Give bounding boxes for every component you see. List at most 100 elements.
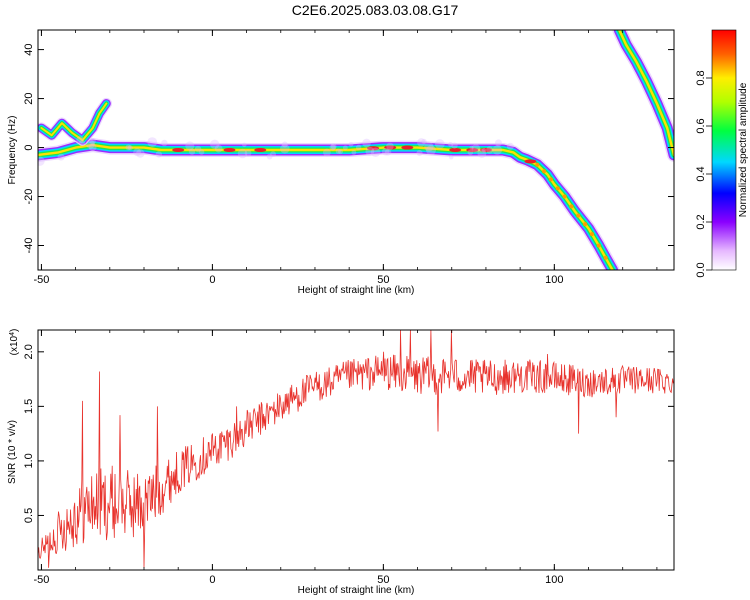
- halo: [348, 141, 354, 147]
- spectrogram-panel: -50 0 50 100 40 20 0 -20 -40 Height of straight…: [7, 29, 675, 296]
- halo: [57, 153, 65, 161]
- halo: [188, 148, 196, 155]
- y-tick-label: 0: [23, 144, 35, 150]
- halo: [434, 139, 445, 149]
- snr-multiplier: (x104): [9, 329, 21, 356]
- halo: [155, 151, 163, 158]
- halo: [486, 146, 494, 154]
- halo: [477, 149, 487, 158]
- colorbar-tick-label: 0.2: [695, 214, 707, 229]
- y-tick-label: 2.0: [23, 344, 35, 359]
- halo: [127, 145, 133, 151]
- amplitude-dot: [589, 232, 594, 237]
- amplitude-dot: [576, 213, 581, 218]
- halo: [147, 137, 158, 148]
- colorbar-gradient: [711, 29, 737, 271]
- y-tick-label: 0.5: [23, 508, 35, 523]
- amplitude-dot: [562, 194, 567, 199]
- spectrogram-x-ticks: -50 0 50 100: [33, 30, 658, 286]
- snr-frame: [37, 329, 675, 571]
- amplitude-peak: [223, 148, 236, 152]
- halo: [494, 139, 502, 147]
- snr-panel: -50 0 50 100 0.5 1.0 1.5 2.0 Height of straigh…: [7, 329, 675, 596]
- amplitude-dot: [535, 162, 540, 167]
- halo: [417, 138, 426, 147]
- halo: [76, 136, 84, 144]
- halo: [198, 149, 205, 155]
- x-tick-label: 0: [209, 574, 215, 586]
- colorbar-tick-label: 0.8: [695, 70, 707, 85]
- chart-title: C2E6.2025.083.03.08.G17: [292, 2, 459, 18]
- amplitude-peak: [367, 146, 380, 151]
- halo: [210, 139, 220, 150]
- colorbar-ticks: 0.0 0.2 0.4 0.6 0.8: [695, 70, 712, 278]
- trace-ascending-upper: [612, 30, 674, 162]
- halo: [89, 137, 96, 145]
- halo: [448, 142, 454, 148]
- spectrogram-frame: [37, 29, 675, 271]
- trace-early-scatter: [38, 97, 113, 146]
- halo: [469, 145, 474, 150]
- halo: [280, 143, 290, 154]
- x-tick-label: 100: [545, 274, 563, 286]
- amplitude-peak: [449, 148, 462, 152]
- trace-main: [38, 138, 620, 270]
- y-tick-label: 1.5: [23, 399, 35, 414]
- y-tick-label: 40: [23, 43, 35, 55]
- spectrogram-traces: [38, 30, 674, 270]
- amplitude-peak: [524, 159, 537, 164]
- colorbar-label: Normalized spectral amplitude: [738, 82, 749, 217]
- halo: [342, 145, 348, 151]
- halo: [449, 155, 454, 160]
- colorbar-tick-label: 0.6: [695, 118, 707, 133]
- halo: [161, 139, 168, 147]
- colorbar-tick-label: 0.4: [695, 166, 707, 181]
- halo: [88, 143, 97, 152]
- halo: [214, 144, 223, 153]
- halo: [185, 141, 195, 151]
- x-tick-label: 0: [209, 274, 215, 286]
- halo: [194, 145, 202, 153]
- x-tick-label: 50: [377, 274, 389, 286]
- spectrogram-y-label: Frequency (Hz): [7, 116, 18, 185]
- x-tick-label: -50: [33, 574, 49, 586]
- halo: [329, 144, 336, 151]
- colorbar: 0.0 0.2 0.4 0.6 0.8 Normalized spectral ampl…: [695, 29, 749, 278]
- halo: [78, 140, 86, 147]
- halo: [467, 149, 474, 156]
- y-tick-label: -40: [23, 238, 35, 254]
- halo: [136, 149, 145, 158]
- halo: [330, 143, 337, 150]
- amplitude-peak: [384, 145, 397, 150]
- halo: [365, 146, 375, 156]
- halo: [133, 148, 142, 157]
- halo: [506, 142, 514, 150]
- halo: [355, 144, 362, 151]
- amplitude-peak: [254, 148, 267, 152]
- x-tick-label: 100: [545, 574, 563, 586]
- halo: [351, 149, 357, 155]
- x-tick-label: 50: [377, 574, 389, 586]
- amplitude-dot: [569, 204, 574, 209]
- halo: [384, 149, 392, 156]
- snr-x-label: Height of straight line (km): [298, 585, 415, 596]
- halo: [242, 142, 247, 148]
- amplitude-peak: [466, 148, 479, 152]
- halo: [426, 145, 436, 156]
- amplitude-dot: [548, 177, 553, 182]
- halo: [281, 141, 288, 148]
- halo: [421, 138, 427, 144]
- halo: [492, 145, 503, 155]
- amplitude-dot: [555, 186, 560, 191]
- trace-band: [618, 30, 674, 157]
- snr-x-ticks: -50 0 50 100: [33, 330, 658, 586]
- halo: [323, 148, 331, 157]
- halo: [481, 148, 487, 153]
- halo: [370, 147, 381, 158]
- halo: [244, 149, 252, 157]
- halo: [125, 144, 132, 151]
- halo: [451, 142, 458, 149]
- y-tick-label: 20: [23, 92, 35, 104]
- snr-y-ticks: 0.5 1.0 1.5 2.0: [23, 344, 674, 523]
